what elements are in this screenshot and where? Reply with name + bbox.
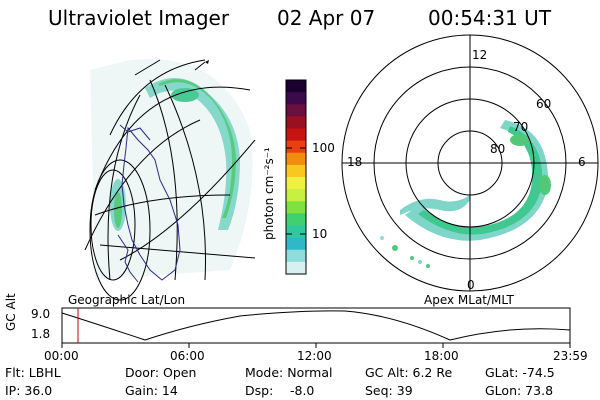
colorbar-band xyxy=(286,261,306,275)
colorbar-band xyxy=(286,177,306,190)
time-label: 00:54:31 UT xyxy=(428,6,552,30)
left-panel-label: Geographic Lat/Lon xyxy=(68,293,186,307)
colorbar-band xyxy=(286,92,306,105)
ip-info: IP: 36.0 xyxy=(5,383,53,398)
mlt-label-12: 12 xyxy=(472,48,488,62)
gc-xtick-1200: 12:00 xyxy=(297,349,332,363)
colorbar-band xyxy=(286,249,306,263)
colorbar-band xyxy=(286,189,306,202)
mode-info: Mode: Normal xyxy=(245,365,333,380)
colorbar-band xyxy=(286,140,306,154)
glat-info: GLat: -74.5 xyxy=(485,365,555,380)
colorbar-band xyxy=(286,128,306,142)
flt-info: Flt: LBHL xyxy=(5,365,61,380)
mlt-label-18: 18 xyxy=(347,155,363,169)
colorbar-band xyxy=(286,213,306,226)
date-label: 02 Apr 07 xyxy=(277,6,376,30)
mlt-label-6: 6 xyxy=(578,155,586,169)
gain-info: Gain: 14 xyxy=(125,383,178,398)
gc-ytick-1-8: 1.8 xyxy=(31,327,51,341)
dsp-label: Dsp: xyxy=(245,383,274,398)
gc-xtick-0600: 06:00 xyxy=(170,349,205,363)
mlat-label-60: 60 xyxy=(536,97,552,111)
colorbar-band xyxy=(286,237,306,251)
gc-xtick-1800: 18:00 xyxy=(424,349,459,363)
seq-info: Seq: 39 xyxy=(365,383,413,398)
colorbar-tick-100: 100 xyxy=(312,141,335,155)
glon-info: GLon: 73.8 xyxy=(485,383,554,398)
colorbar-band xyxy=(286,116,306,129)
gc-ytick-9: 9.0 xyxy=(31,307,51,321)
gc-xtick-0000: 00:00 xyxy=(44,349,79,363)
instrument-title: Ultraviolet Imager xyxy=(48,6,230,30)
gc-alt-ylabel: GC Alt xyxy=(4,293,18,331)
right-panel-label: Apex MLat/MLT xyxy=(424,293,514,307)
colorbar-band xyxy=(286,152,306,166)
gc-xtick-2359: 23:59 xyxy=(553,349,588,363)
door-info: Door: Open xyxy=(125,365,197,380)
mlt-label-0: 0 xyxy=(467,278,475,292)
colorbar-tick-10: 10 xyxy=(312,227,328,241)
colorbar-band xyxy=(286,80,306,93)
colorbar-band xyxy=(286,201,306,214)
colorbar-band xyxy=(286,104,306,117)
colorbar-band xyxy=(286,225,306,239)
mlat-label-70: 70 xyxy=(513,120,529,134)
colorbar-band xyxy=(286,164,306,178)
gc-alt-info: GC Alt: 6.2 Re xyxy=(365,365,453,380)
mlat-label-80: 80 xyxy=(490,142,506,156)
dsp-value: -8.0 xyxy=(290,383,315,398)
